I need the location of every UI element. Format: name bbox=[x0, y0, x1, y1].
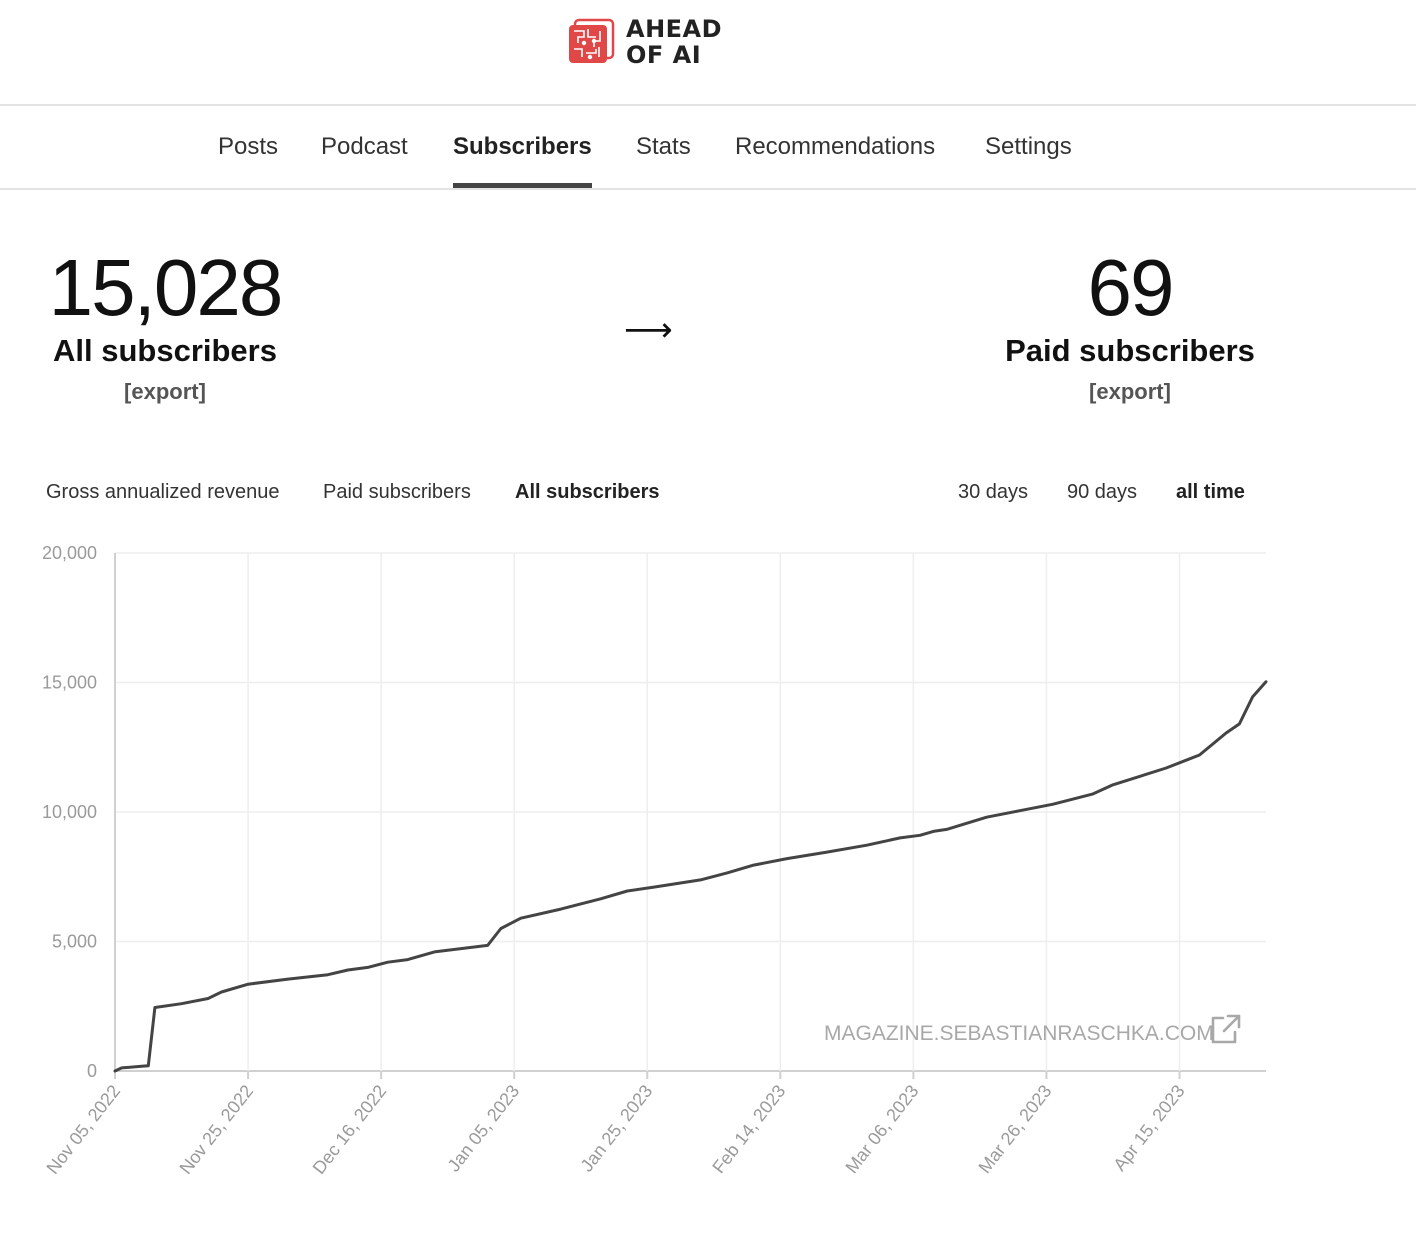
brand-name-line2: OF AI bbox=[626, 41, 702, 69]
tab-recommendations[interactable]: Recommendations bbox=[735, 133, 936, 160]
export-paid-subscribers-link[interactable]: [export] bbox=[1089, 379, 1171, 404]
metric-paid-subscribers[interactable]: Paid subscribers bbox=[323, 481, 471, 503]
tab-subscribers[interactable]: Subscribers bbox=[453, 106, 592, 188]
brand-logo[interactable]: AHEAD OF AI bbox=[566, 16, 722, 68]
x-tick-label: Jan 05, 2023 bbox=[443, 1081, 523, 1175]
brand-name: AHEAD OF AI bbox=[626, 16, 722, 68]
y-tick-label: 0 bbox=[87, 1061, 97, 1081]
paid-subscribers-label: Paid subscribers bbox=[1005, 333, 1255, 368]
y-tick-label: 20,000 bbox=[42, 543, 97, 563]
x-tick-label: Mar 26, 2023 bbox=[975, 1081, 1056, 1177]
y-tick-label: 15,000 bbox=[42, 673, 97, 693]
tab-stats[interactable]: Stats bbox=[636, 133, 691, 160]
nav-divider bbox=[0, 188, 1416, 190]
y-axis-labels: 0 5,000 10,000 15,000 20,000 bbox=[42, 543, 97, 1081]
x-tick-label: Nov 25, 2022 bbox=[176, 1081, 258, 1178]
y-tick-label: 5,000 bbox=[52, 932, 97, 952]
ahead-of-ai-logo-icon bbox=[569, 18, 615, 63]
paid-subscribers-stat: 69 Paid subscribers [export] bbox=[990, 248, 1270, 406]
all-subscribers-stat: 15,028 All subscribers [export] bbox=[30, 248, 300, 406]
x-tick-label: Dec 16, 2022 bbox=[309, 1081, 391, 1178]
series-line-all-subscribers bbox=[113, 680, 1268, 1073]
x-tick-label: Mar 06, 2023 bbox=[841, 1081, 922, 1177]
tab-posts[interactable]: Posts bbox=[218, 133, 279, 160]
all-subscribers-count: 15,028 bbox=[48, 243, 284, 332]
range-90-days[interactable]: 90 days bbox=[1067, 481, 1138, 503]
x-tick-label: Nov 05, 2022 bbox=[42, 1081, 124, 1178]
x-axis-labels: Nov 05, 2022 Nov 25, 2022 Dec 16, 2022 Jan … bbox=[42, 1081, 1188, 1178]
brand-name-line1: AHEAD bbox=[626, 15, 723, 43]
metric-gross-annualized-revenue[interactable]: Gross annualized revenue bbox=[46, 481, 280, 503]
x-tick-label: Jan 25, 2023 bbox=[577, 1081, 657, 1175]
range-all-time[interactable]: all time bbox=[1176, 481, 1245, 503]
x-tick-label: Apr 15, 2023 bbox=[1109, 1081, 1188, 1175]
tab-settings[interactable]: Settings bbox=[985, 133, 1072, 160]
dashboard-nav: Posts Podcast Subscribers Stats Recommen… bbox=[0, 106, 1416, 188]
tab-podcast[interactable]: Podcast bbox=[321, 133, 408, 160]
x-tick-label: Feb 14, 2023 bbox=[708, 1081, 789, 1177]
external-link-icon[interactable] bbox=[1211, 1014, 1241, 1044]
metric-all-subscribers[interactable]: All subscribers bbox=[515, 481, 660, 503]
y-tick-label: 10,000 bbox=[42, 802, 97, 822]
chart-grid bbox=[114, 552, 1266, 1079]
paid-subscribers-count: 69 bbox=[1087, 243, 1175, 332]
arrow-right-icon: ⟶ bbox=[624, 311, 673, 349]
header-divider bbox=[0, 104, 1416, 106]
watermark-text: MAGAZINE.SEBASTIANRASCHKA.COM bbox=[824, 1022, 1214, 1045]
all-subscribers-label: All subscribers bbox=[53, 333, 277, 368]
export-all-subscribers-link[interactable]: [export] bbox=[124, 379, 206, 404]
range-30-days[interactable]: 30 days bbox=[958, 481, 1029, 503]
